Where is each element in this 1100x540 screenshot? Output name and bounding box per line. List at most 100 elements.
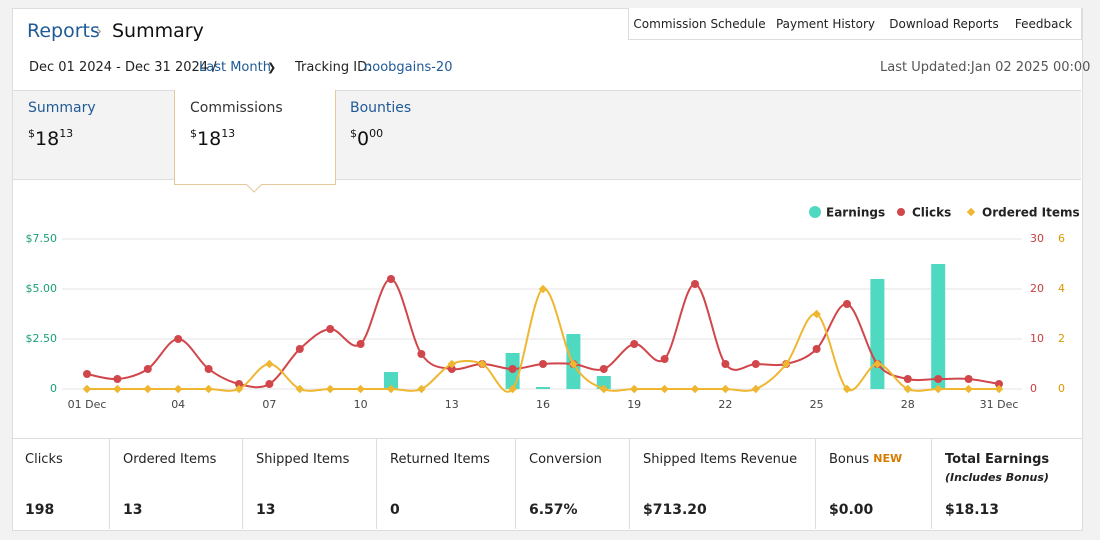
dropdown-caret: ❯ [267,61,277,74]
period-dropdown[interactable]: Last Month [199,60,271,75]
point [781,359,791,369]
tab[interactable]: Commissions $1813 [174,90,336,185]
stat-label-text: Ordered Items [123,452,217,467]
point [82,384,92,394]
top-link[interactable]: Feedback [1006,8,1082,40]
currency: $ [350,127,357,140]
tab-label: Commissions [190,100,283,116]
stat-value: $0.00 [829,502,874,518]
breadcrumb-separator: › [96,22,102,40]
cents: 00 [369,127,384,140]
tracking-label: Tracking ID: [295,60,372,75]
point [721,384,730,394]
dollars: 18 [35,128,60,150]
point [994,384,1004,394]
point [113,375,122,383]
point [386,384,396,394]
point [174,335,183,343]
point [903,375,912,383]
stat-label: Conversion [529,452,602,467]
stat-cell: Total Earnings (Includes Bonus) $18.13 [932,439,1081,529]
stat-cell: Conversion 6.57% [516,439,630,529]
tab-label: Summary [28,100,96,116]
bar [536,387,550,389]
y2-tick-label: 20 [1030,282,1044,295]
point [204,384,213,394]
stat-label: Returned Items [390,452,490,467]
point [265,380,274,388]
breadcrumb-link[interactable]: Reports [27,20,100,42]
tab[interactable]: Summary $1813 [13,90,173,178]
point [660,355,669,363]
point [235,380,243,388]
bar [596,376,611,389]
new-badge: NEW [873,452,903,465]
bar [384,372,398,389]
stat-label: Ordered Items [123,452,216,467]
top-link[interactable]: Download Reports [882,8,1007,40]
y3-tick-label: 2 [1058,332,1065,345]
stat-label: Total Earnings (Includes Bonus) [945,452,1049,484]
point [933,384,943,394]
point [265,359,274,369]
breadcrumb-current: Summary [112,20,204,42]
point [690,384,700,394]
stat-value: $18.13 [945,502,1000,518]
top-link[interactable]: Payment History [769,8,883,40]
tab-amount: $1813 [28,127,73,150]
stat-cell: Returned Items 0 [377,439,516,529]
point [447,359,457,369]
point [873,359,882,369]
line [86,278,1000,389]
point [934,375,943,383]
stat-label: Clicks [25,452,63,467]
x-tick-label: 10 [354,398,368,411]
x-tick-label: 25 [810,398,824,411]
currency: $ [28,127,35,140]
y3-tick-label: 6 [1058,232,1065,245]
legend-label: Earnings [826,206,885,220]
point [903,384,913,394]
bar [870,279,885,389]
stat-label-text: Returned Items [390,452,490,467]
tab[interactable]: Bounties $000 [335,90,495,178]
y2-tick-label: 10 [1030,332,1044,345]
legend-swatch [809,206,821,218]
point [964,375,973,383]
point [234,384,244,394]
bar [931,264,946,389]
legend-swatch [897,208,905,216]
point [691,280,699,288]
legend-label: Clicks [912,206,951,220]
x-tick-label: 19 [627,398,641,411]
point [83,370,91,378]
point [508,365,517,373]
stat-cell: Ordered Items 13 [110,439,243,529]
y3-tick-label: 0 [1058,382,1065,395]
tracking-dropdown[interactable]: noobgains-20 [364,60,453,75]
point [325,384,335,394]
point [447,365,456,373]
point [751,360,760,368]
stat-cell: Bonus NEW $0.00 [816,439,932,529]
point [508,384,517,394]
stat-label-text: Shipped Items Revenue [643,452,798,467]
stat-value: 198 [25,502,55,518]
stat-value: 13 [256,502,276,518]
point [143,384,153,394]
point [417,350,426,358]
point [539,360,547,368]
x-tick-label: 01 Dec [68,398,107,411]
point [356,384,365,394]
tab-amount: $000 [350,127,384,150]
stat-label: Shipped Items [256,452,349,467]
tab-amount: $1813 [190,127,235,150]
y2-tick-label: 30 [1030,232,1044,245]
point [964,384,973,394]
point [751,384,761,394]
point [295,384,305,394]
point [995,380,1003,388]
point [326,325,335,333]
point [569,359,578,369]
